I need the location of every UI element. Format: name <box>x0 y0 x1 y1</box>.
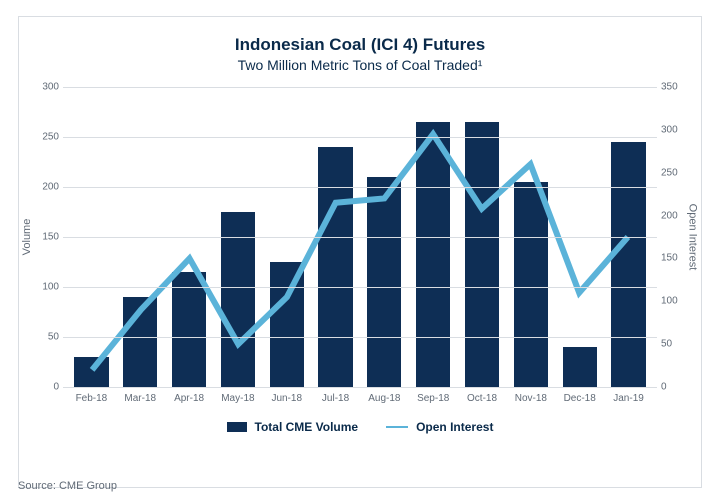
y-axis-right: Open Interest 050100150200250300350 <box>657 87 687 387</box>
bar <box>465 122 499 387</box>
y-right-tick: 0 <box>661 382 667 393</box>
x-tick: Jun-18 <box>262 387 311 404</box>
grid-line <box>63 287 657 288</box>
x-tick: Jan-19 <box>604 387 653 404</box>
plot-area: Volume 050100150200250300 Open Interest … <box>33 87 687 387</box>
bar <box>367 177 401 387</box>
chart-title: Indonesian Coal (ICI 4) Futures <box>33 35 687 55</box>
y-right-tick: 150 <box>661 253 678 264</box>
line-swatch-icon <box>386 426 408 428</box>
grid-line <box>63 387 657 388</box>
bar-swatch-icon <box>227 422 247 432</box>
chart-panel: Indonesian Coal (ICI 4) Futures Two Mill… <box>18 16 702 488</box>
legend-item-bars: Total CME Volume <box>227 420 359 434</box>
x-tick: May-18 <box>213 387 262 404</box>
y-left-tick: 50 <box>48 332 59 343</box>
grid-line <box>63 137 657 138</box>
x-tick: Feb-18 <box>67 387 116 404</box>
y-left-tick: 300 <box>42 82 59 93</box>
bar <box>514 182 548 387</box>
y-right-tick: 50 <box>661 339 672 350</box>
chart-container: Indonesian Coal (ICI 4) Futures Two Mill… <box>0 0 720 500</box>
x-axis: Feb-18Mar-18Apr-18May-18Jun-18Jul-18Aug-… <box>63 387 657 404</box>
legend-item-line: Open Interest <box>386 420 493 434</box>
legend-line-label: Open Interest <box>416 420 493 434</box>
grid-line <box>63 187 657 188</box>
legend-bars-label: Total CME Volume <box>255 420 359 434</box>
bar <box>74 357 108 387</box>
bar <box>416 122 450 387</box>
grid-line <box>63 237 657 238</box>
y-left-tick: 100 <box>42 282 59 293</box>
y-axis-left: Volume 050100150200250300 <box>33 87 63 387</box>
chart-subtitle: Two Million Metric Tons of Coal Traded¹ <box>33 57 687 73</box>
y-left-tick: 200 <box>42 182 59 193</box>
x-tick: Jul-18 <box>311 387 360 404</box>
y-axis-right-label: Open Interest <box>687 204 699 271</box>
x-tick: Dec-18 <box>555 387 604 404</box>
plot <box>63 87 657 387</box>
bar <box>563 347 597 387</box>
bar <box>318 147 352 387</box>
legend: Total CME Volume Open Interest <box>33 420 687 434</box>
bar <box>221 212 255 387</box>
grid-line <box>63 87 657 88</box>
x-tick: Sep-18 <box>409 387 458 404</box>
bar <box>172 272 206 387</box>
x-tick: Nov-18 <box>506 387 555 404</box>
bar <box>123 297 157 387</box>
y-left-tick: 150 <box>42 232 59 243</box>
y-left-tick: 0 <box>53 382 59 393</box>
x-tick: Apr-18 <box>165 387 214 404</box>
grid-line <box>63 337 657 338</box>
bar <box>270 262 304 387</box>
y-axis-left-label: Volume <box>21 219 33 256</box>
y-right-tick: 350 <box>661 82 678 93</box>
x-tick: Mar-18 <box>116 387 165 404</box>
y-left-tick: 250 <box>42 132 59 143</box>
source-label: Source: CME Group <box>18 480 117 492</box>
bar <box>611 142 645 387</box>
y-right-tick: 100 <box>661 296 678 307</box>
y-right-tick: 200 <box>661 210 678 221</box>
x-tick: Oct-18 <box>458 387 507 404</box>
y-right-tick: 300 <box>661 124 678 135</box>
y-right-tick: 250 <box>661 167 678 178</box>
x-tick: Aug-18 <box>360 387 409 404</box>
